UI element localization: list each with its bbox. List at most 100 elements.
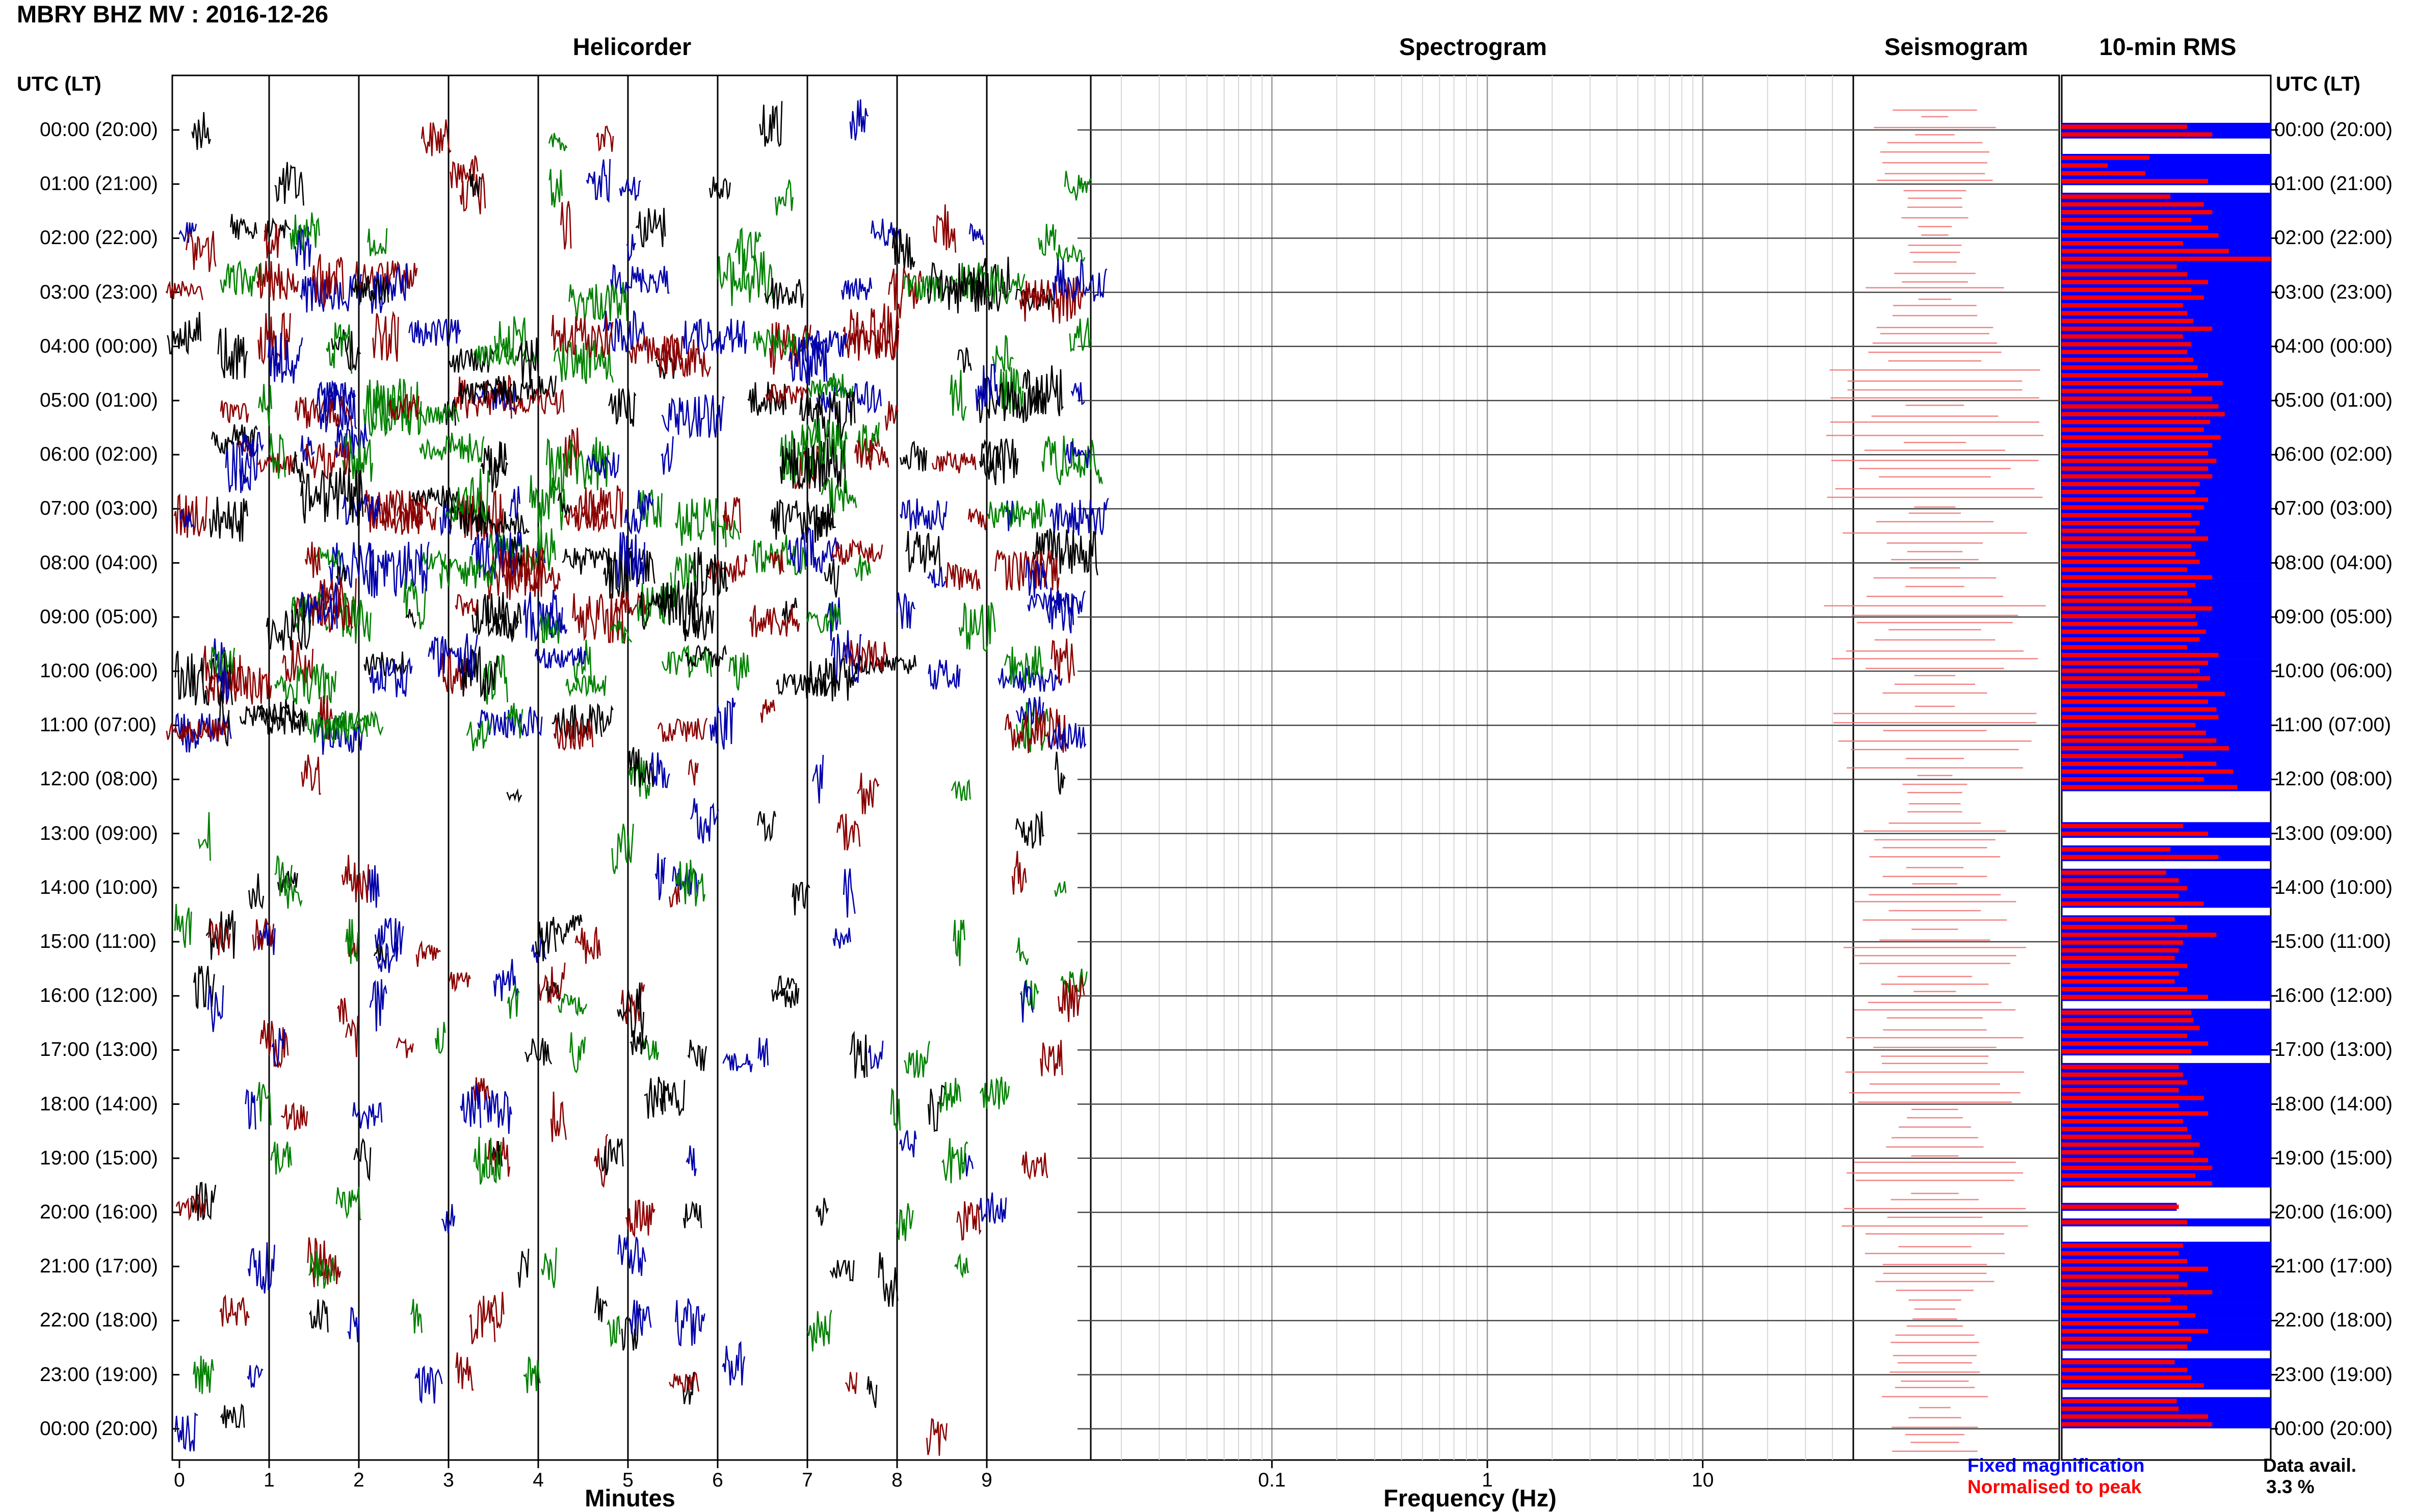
rms-normalised-bar: [2062, 995, 2208, 999]
helicorder-trace: [788, 337, 828, 386]
helicorder-trace: [852, 654, 917, 675]
helicorder-trace: [997, 666, 1063, 694]
rms-normalised-bar: [2062, 723, 2196, 727]
helicorder-trace: [175, 1193, 207, 1221]
utc-row-label: 01:00 (21:00): [40, 173, 159, 195]
rms-normalised-bar: [2062, 1127, 2187, 1131]
helicorder-trace: [363, 651, 407, 677]
rms-normalised-bar: [2062, 933, 2217, 937]
helicorder-trace: [968, 223, 984, 245]
helicorder-trace: [610, 621, 633, 644]
helicorder-trace: [891, 227, 915, 270]
helicorder-trace: [408, 319, 461, 347]
rms-normalised-bar: [2062, 1010, 2192, 1015]
helicorder-trace: [688, 758, 699, 786]
helicorder-trace: [857, 773, 880, 814]
helicorder-trace: [209, 496, 248, 542]
rms-normalised-bar: [2062, 1158, 2208, 1162]
rms-normalised-bar: [2062, 964, 2187, 968]
helicorder-trace: [1054, 881, 1067, 897]
helicorder-trace: [370, 271, 383, 314]
helicorder-trace: [769, 322, 811, 375]
helicorder-trace: [274, 663, 337, 705]
helicorder-trace: [231, 655, 242, 696]
helicorder-trace: [248, 873, 265, 910]
helicorder-trace: [281, 1102, 308, 1131]
helicorder-trace: [524, 1038, 553, 1066]
utc-row-label: 04:00 (00:00): [40, 335, 159, 357]
helicorder-trace: [824, 559, 839, 598]
helicorder-trace: [734, 227, 761, 272]
helicorder-trace: [414, 1365, 443, 1404]
utc-row-label: 22:00 (18:00): [40, 1309, 159, 1332]
utc-row-label: 00:00 (20:00): [40, 119, 159, 141]
utc-row-label: 16:00 (12:00): [2274, 985, 2393, 1007]
helicorder-trace: [569, 1032, 586, 1074]
helicorder-trace: [1015, 811, 1044, 849]
rms-normalised-bar: [2062, 357, 2194, 362]
helicorder-trace: [586, 159, 611, 203]
helicorder-trace: [662, 645, 712, 678]
helicorder-xlabel: Minutes: [585, 1484, 675, 1511]
rms-normalised-bar: [2062, 730, 2206, 735]
helicorder-trace: [295, 395, 353, 429]
helicorder-trace: [849, 1030, 868, 1079]
helicorder-trace: [1041, 435, 1103, 485]
utc-row-label: 21:00 (17:00): [40, 1255, 159, 1278]
helicorder-trace: [239, 443, 259, 492]
utc-row-label: 00:00 (20:00): [40, 1417, 159, 1440]
helicorder-trace: [626, 234, 637, 261]
helicorder-trace: [458, 380, 513, 405]
rms-normalised-bar: [2062, 1266, 2208, 1271]
rms-normalised-bar: [2062, 1134, 2192, 1139]
helicorder-trace: [334, 423, 369, 460]
helicorder-trace: [958, 602, 996, 652]
helicorder-trace: [316, 380, 357, 433]
minute-tick-label: 8: [891, 1469, 903, 1491]
rms-normalised-bar: [2062, 1321, 2179, 1325]
helicorder-trace: [396, 501, 438, 530]
helicorder-trace: [644, 1076, 666, 1119]
minute-tick-label: 7: [802, 1469, 813, 1491]
utc-row-label: 02:00 (22:00): [2274, 227, 2393, 249]
rms-normalised-bar: [2062, 1375, 2192, 1380]
helicorder-trace: [439, 500, 452, 537]
rms-normalised-bar: [2062, 132, 2213, 137]
rms-normalised-bar: [2062, 233, 2219, 238]
helicorder-trace: [950, 369, 967, 421]
utc-row-label: 03:00 (23:00): [40, 281, 159, 303]
helicorder-trace: [787, 526, 840, 574]
helicorder-trace: [316, 546, 341, 567]
helicorder-trace: [941, 1138, 968, 1184]
helicorder-trace: [759, 101, 783, 147]
helicorder-trace: [301, 754, 321, 795]
utc-row-label: 06:00 (02:00): [40, 443, 159, 466]
helicorder-trace: [191, 112, 211, 150]
helicorder-trace: [747, 382, 787, 416]
helicorder-trace: [600, 705, 614, 733]
rms-normalised-bar: [2062, 1290, 2213, 1294]
helicorder-trace: [1064, 171, 1092, 201]
helicorder-trace: [749, 604, 800, 638]
helicorder-trace: [422, 549, 447, 570]
rms-normalised-bar: [2062, 311, 2187, 315]
helicorder-trace: [617, 983, 645, 1039]
rms-normalised-bar: [2062, 1049, 2192, 1054]
rms-normalised-bar: [2062, 388, 2192, 393]
helicorder-trace: [239, 705, 304, 727]
helicorder-trace: [616, 532, 645, 588]
rms-normalised-bar: [2062, 878, 2179, 883]
rms-normalised-bar: [2062, 893, 2179, 898]
rms-normalised-bar: [2062, 497, 2208, 502]
helicorder-trace: [992, 335, 1014, 373]
utc-row-label: 09:00 (05:00): [40, 605, 159, 628]
helicorder-trace: [769, 549, 785, 574]
helicorder-trace: [832, 927, 851, 949]
helicorder-trace: [1033, 528, 1098, 576]
helicorder-trace: [483, 654, 508, 705]
rms-normalised-bar: [2062, 886, 2187, 891]
helicorder-trace: [553, 718, 594, 751]
helicorder-trace: [770, 499, 834, 543]
data-availability-label: Data avail.: [2263, 1455, 2357, 1476]
